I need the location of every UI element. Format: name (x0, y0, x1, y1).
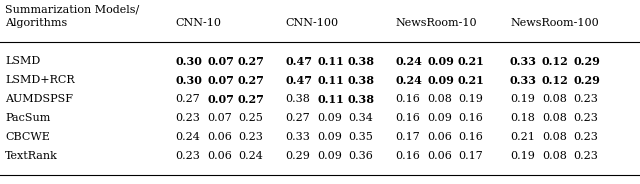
Text: 0.09: 0.09 (317, 113, 342, 123)
Text: Summarization Models/: Summarization Models/ (5, 5, 140, 15)
Text: 0.47: 0.47 (285, 75, 312, 86)
Text: AUMDSPSF: AUMDSPSF (5, 94, 73, 104)
Text: 0.08: 0.08 (542, 151, 567, 161)
Text: TextRank: TextRank (5, 151, 58, 161)
Text: 0.23: 0.23 (573, 113, 598, 123)
Text: 0.06: 0.06 (207, 132, 232, 142)
Text: 0.06: 0.06 (427, 151, 452, 161)
Text: 0.06: 0.06 (207, 151, 232, 161)
Text: 0.09: 0.09 (427, 75, 454, 86)
Text: 0.23: 0.23 (238, 132, 263, 142)
Text: 0.12: 0.12 (542, 75, 569, 86)
Text: 0.24: 0.24 (175, 132, 200, 142)
Text: 0.35: 0.35 (348, 132, 373, 142)
Text: 0.18: 0.18 (510, 113, 535, 123)
Text: 0.09: 0.09 (317, 151, 342, 161)
Text: 0.27: 0.27 (175, 94, 200, 104)
Text: 0.06: 0.06 (427, 132, 452, 142)
Text: 0.24: 0.24 (238, 151, 263, 161)
Text: 0.27: 0.27 (285, 113, 310, 123)
Text: 0.27: 0.27 (238, 56, 265, 67)
Text: NewsRoom-10: NewsRoom-10 (395, 18, 477, 28)
Text: 0.23: 0.23 (573, 94, 598, 104)
Text: 0.19: 0.19 (510, 94, 535, 104)
Text: 0.07: 0.07 (207, 56, 234, 67)
Text: 0.08: 0.08 (542, 113, 567, 123)
Text: 0.30: 0.30 (175, 56, 202, 67)
Text: 0.17: 0.17 (458, 151, 483, 161)
Text: 0.17: 0.17 (395, 132, 420, 142)
Text: 0.12: 0.12 (542, 56, 569, 67)
Text: 0.29: 0.29 (573, 75, 600, 86)
Text: 0.34: 0.34 (348, 113, 373, 123)
Text: 0.08: 0.08 (542, 94, 567, 104)
Text: 0.23: 0.23 (573, 132, 598, 142)
Text: CNN-10: CNN-10 (175, 18, 221, 28)
Text: 0.30: 0.30 (175, 75, 202, 86)
Text: LSMD+RCR: LSMD+RCR (5, 75, 75, 85)
Text: NewsRoom-100: NewsRoom-100 (510, 18, 599, 28)
Text: 0.16: 0.16 (395, 113, 420, 123)
Text: CNN-100: CNN-100 (285, 18, 338, 28)
Text: 0.09: 0.09 (427, 113, 452, 123)
Text: 0.16: 0.16 (395, 94, 420, 104)
Text: 0.47: 0.47 (285, 56, 312, 67)
Text: 0.11: 0.11 (317, 56, 344, 67)
Text: 0.23: 0.23 (573, 151, 598, 161)
Text: 0.21: 0.21 (458, 75, 484, 86)
Text: 0.07: 0.07 (207, 75, 234, 86)
Text: 0.16: 0.16 (458, 113, 483, 123)
Text: 0.08: 0.08 (542, 132, 567, 142)
Text: 0.23: 0.23 (175, 113, 200, 123)
Text: 0.07: 0.07 (207, 113, 232, 123)
Text: 0.09: 0.09 (427, 56, 454, 67)
Text: 0.38: 0.38 (285, 94, 310, 104)
Text: 0.38: 0.38 (348, 94, 375, 105)
Text: 0.33: 0.33 (510, 75, 537, 86)
Text: Algorithms: Algorithms (5, 18, 67, 28)
Text: 0.38: 0.38 (348, 75, 375, 86)
Text: 0.36: 0.36 (348, 151, 373, 161)
Text: 0.27: 0.27 (238, 75, 265, 86)
Text: 0.19: 0.19 (510, 151, 535, 161)
Text: 0.09: 0.09 (317, 132, 342, 142)
Text: 0.19: 0.19 (458, 94, 483, 104)
Text: 0.11: 0.11 (317, 75, 344, 86)
Text: 0.33: 0.33 (510, 56, 537, 67)
Text: 0.33: 0.33 (285, 132, 310, 142)
Text: 0.21: 0.21 (458, 56, 484, 67)
Text: 0.24: 0.24 (395, 75, 422, 86)
Text: 0.16: 0.16 (458, 132, 483, 142)
Text: 0.27: 0.27 (238, 94, 265, 105)
Text: 0.08: 0.08 (427, 94, 452, 104)
Text: 0.23: 0.23 (175, 151, 200, 161)
Text: 0.16: 0.16 (395, 151, 420, 161)
Text: 0.25: 0.25 (238, 113, 263, 123)
Text: PacSum: PacSum (5, 113, 51, 123)
Text: 0.21: 0.21 (510, 132, 535, 142)
Text: CBCWE: CBCWE (5, 132, 50, 142)
Text: 0.38: 0.38 (348, 56, 375, 67)
Text: LSMD: LSMD (5, 56, 40, 66)
Text: 0.07: 0.07 (207, 94, 234, 105)
Text: 0.29: 0.29 (573, 56, 600, 67)
Text: 0.11: 0.11 (317, 94, 344, 105)
Text: 0.29: 0.29 (285, 151, 310, 161)
Text: 0.24: 0.24 (395, 56, 422, 67)
